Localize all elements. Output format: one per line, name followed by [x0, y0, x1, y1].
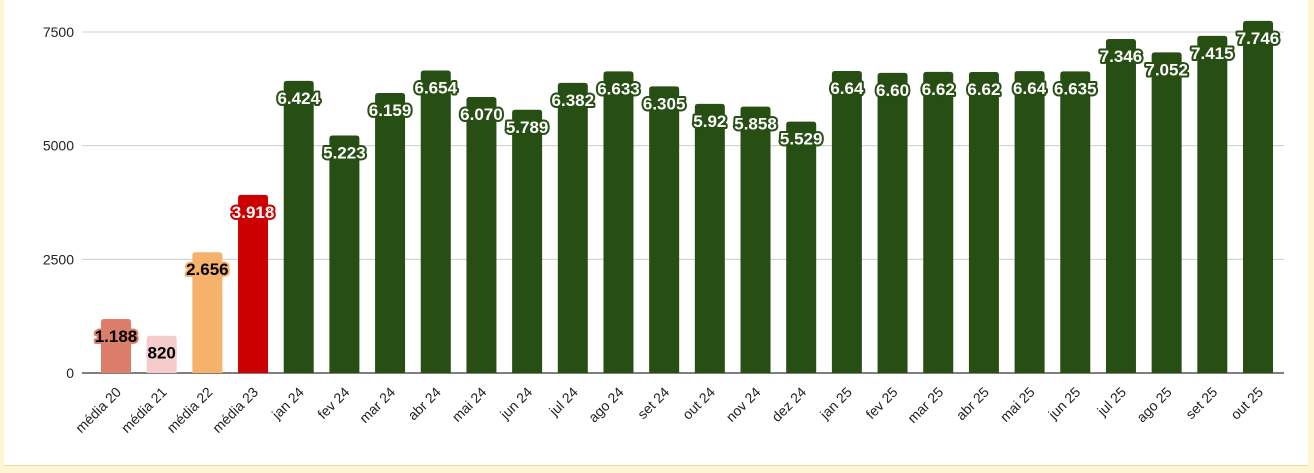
bar — [649, 86, 680, 373]
bar — [512, 109, 543, 374]
bar — [238, 194, 269, 373]
bar — [1197, 35, 1228, 374]
x-tick-label: abr 25 — [953, 384, 993, 424]
data-label: 7.415 — [1191, 44, 1234, 63]
data-label: 2.656 — [186, 260, 229, 279]
bar — [694, 103, 725, 373]
data-label: 6.635 — [1054, 79, 1097, 98]
data-label: 7.746 — [1237, 29, 1280, 48]
x-tick-label: mar 25 — [904, 384, 946, 426]
data-label: 6.64 — [1013, 79, 1047, 98]
data-label: 6.60 — [876, 81, 909, 100]
bar — [1105, 39, 1136, 374]
y-tick-label: 2500 — [43, 251, 74, 267]
bar — [466, 97, 497, 373]
chart-frame: 0 2500 5000 7500 média 20 média 21 média 22 mé… — [4, 0, 1308, 466]
x-tick-label: ago 24 — [585, 384, 627, 426]
bar — [1151, 52, 1182, 373]
x-tick-label: fev 24 — [314, 384, 352, 422]
data-label: 6.070 — [460, 105, 503, 124]
x-tick-label: dez 24 — [768, 384, 809, 425]
bar — [877, 72, 908, 374]
x-tick-label: out 25 — [1227, 384, 1266, 423]
x-tick-label: jan 25 — [816, 384, 855, 423]
y-tick-label: 0 — [66, 365, 74, 381]
bar — [1014, 71, 1045, 374]
data-labels: 1.1888202.6563.9186.4245.2236.1596.6546.… — [93, 27, 1282, 365]
data-label: 5.92 — [693, 112, 726, 131]
x-tick-label: jan 24 — [268, 384, 307, 423]
x-tick-label: fev 25 — [862, 384, 900, 422]
x-tick-label: ago 25 — [1133, 384, 1175, 426]
data-label: 6.62 — [967, 80, 1000, 99]
x-tick-label: set 25 — [1182, 384, 1220, 422]
data-label: 5.529 — [780, 130, 823, 149]
x-tick-label: jun 25 — [1044, 384, 1083, 423]
data-label: 6.654 — [414, 78, 457, 97]
data-label: 5.789 — [506, 118, 549, 137]
bar — [740, 106, 771, 374]
x-tick-label: mar 24 — [356, 384, 398, 426]
x-tick-label: jun 24 — [496, 384, 535, 423]
bars — [101, 20, 1273, 374]
data-label: 6.424 — [277, 89, 320, 108]
data-label: 820 — [147, 344, 175, 363]
data-label: 6.159 — [369, 101, 412, 120]
x-tick-label: jul 24 — [545, 384, 581, 420]
data-label: 6.64 — [830, 79, 864, 98]
bar — [283, 80, 314, 374]
data-label: 5.858 — [734, 115, 777, 134]
data-label: 3.918 — [232, 203, 275, 222]
x-tick-label: set 24 — [634, 384, 672, 422]
data-label: 6.633 — [597, 79, 640, 98]
bar — [1243, 20, 1273, 374]
x-tick-label: out 24 — [679, 384, 718, 423]
x-tick-label: média 23 — [209, 384, 261, 436]
x-tick-label: média 22 — [163, 384, 215, 436]
data-label: 5.223 — [323, 144, 366, 163]
x-tick-label: média 20 — [72, 384, 124, 436]
x-tick-label: abr 24 — [404, 384, 444, 424]
bar — [420, 70, 451, 374]
x-tick-label: mai 25 — [997, 384, 1038, 425]
bar — [923, 71, 954, 373]
x-tick-label: média 21 — [118, 384, 170, 436]
y-tick-label: 7500 — [43, 24, 74, 40]
bar — [603, 71, 634, 373]
bar — [146, 335, 177, 373]
bar — [375, 92, 406, 374]
data-label: 6.305 — [643, 94, 686, 113]
bar — [557, 82, 588, 374]
data-label: 6.382 — [552, 91, 595, 110]
x-tick-label: mai 24 — [449, 384, 490, 425]
bar — [1060, 71, 1091, 373]
data-label: 7.052 — [1145, 60, 1188, 79]
y-axis-ticks: 0 2500 5000 7500 — [43, 24, 74, 381]
bar — [786, 121, 817, 373]
data-label: 6.62 — [922, 80, 955, 99]
bar — [101, 318, 131, 373]
data-label: 7.346 — [1100, 47, 1143, 66]
y-tick-label: 5000 — [43, 138, 74, 154]
x-tick-label: jul 25 — [1093, 384, 1129, 420]
bar — [192, 252, 223, 373]
bar — [329, 135, 360, 373]
data-label: 1.188 — [95, 327, 138, 346]
bar — [968, 72, 999, 373]
x-tick-label: nov 24 — [723, 384, 764, 425]
bar — [831, 70, 862, 373]
